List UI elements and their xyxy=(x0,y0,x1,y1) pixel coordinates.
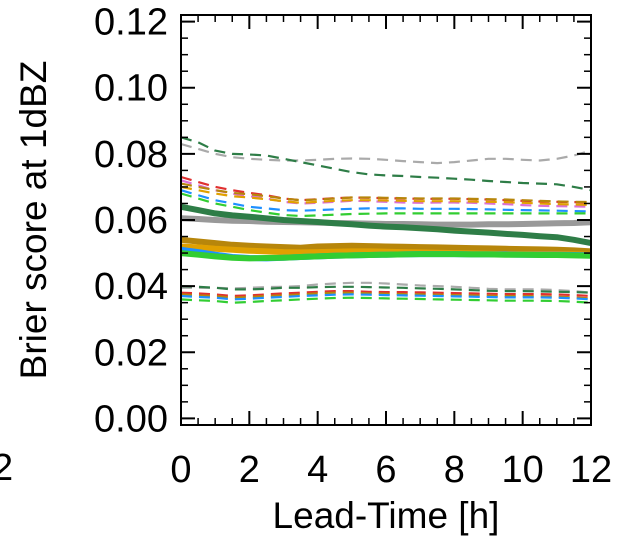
x-tick-label: 10 xyxy=(502,449,544,491)
dashed-series-line-16 xyxy=(180,290,592,298)
dashed-series-line-11 xyxy=(180,185,592,206)
x-tick-label: 0 xyxy=(170,449,191,491)
dashed-series-line-17 xyxy=(180,291,592,300)
x-axis-title: Lead-Time [h] xyxy=(273,495,500,536)
y-tick-label: 0.06 xyxy=(94,200,168,242)
solid-series-line-2 xyxy=(180,236,592,255)
y-tick-label: 0.04 xyxy=(94,266,168,308)
x-tick-label: 2 xyxy=(239,449,260,491)
dashed-series-line-13 xyxy=(180,192,591,218)
y-tick-label: 0.10 xyxy=(94,68,168,110)
dashed-series-line-14 xyxy=(181,281,592,294)
dashed-series-line-18 xyxy=(180,293,592,301)
dashed-series-line-7 xyxy=(180,136,592,192)
x-tick-label: 12 xyxy=(570,449,612,491)
dashed-series-line-12 xyxy=(180,189,592,213)
y-tick-label: 0.12 xyxy=(94,2,168,44)
dashed-series-line-15 xyxy=(180,285,592,294)
partial-left-tick-label: 2 xyxy=(0,447,13,489)
y-axis-title: Brier score at 1dBZ xyxy=(13,61,54,380)
tick-labels-layer: 0 2 4 6 8 10 12 0.00 0.02 0.04 0.06 0.08 0.10 0.12 xyxy=(94,2,612,491)
solid-series-line-5 xyxy=(180,250,592,262)
y-tick-label: 0.02 xyxy=(94,332,168,374)
ticks-layer xyxy=(180,15,592,425)
series-layer xyxy=(180,136,592,304)
y-tick-label: 0.08 xyxy=(94,134,168,176)
dashed-series-line-10 xyxy=(180,182,592,204)
x-tick-label: 8 xyxy=(444,449,465,491)
x-tick-label: 6 xyxy=(375,449,396,491)
solid-series-line-1 xyxy=(180,203,592,247)
dashed-series-line-19 xyxy=(180,296,592,304)
dashed-series-line-6 xyxy=(180,142,592,165)
x-tick-label: 4 xyxy=(307,449,328,491)
dashed-series-line-8 xyxy=(180,179,592,208)
y-tick-label: 0.00 xyxy=(94,398,168,440)
